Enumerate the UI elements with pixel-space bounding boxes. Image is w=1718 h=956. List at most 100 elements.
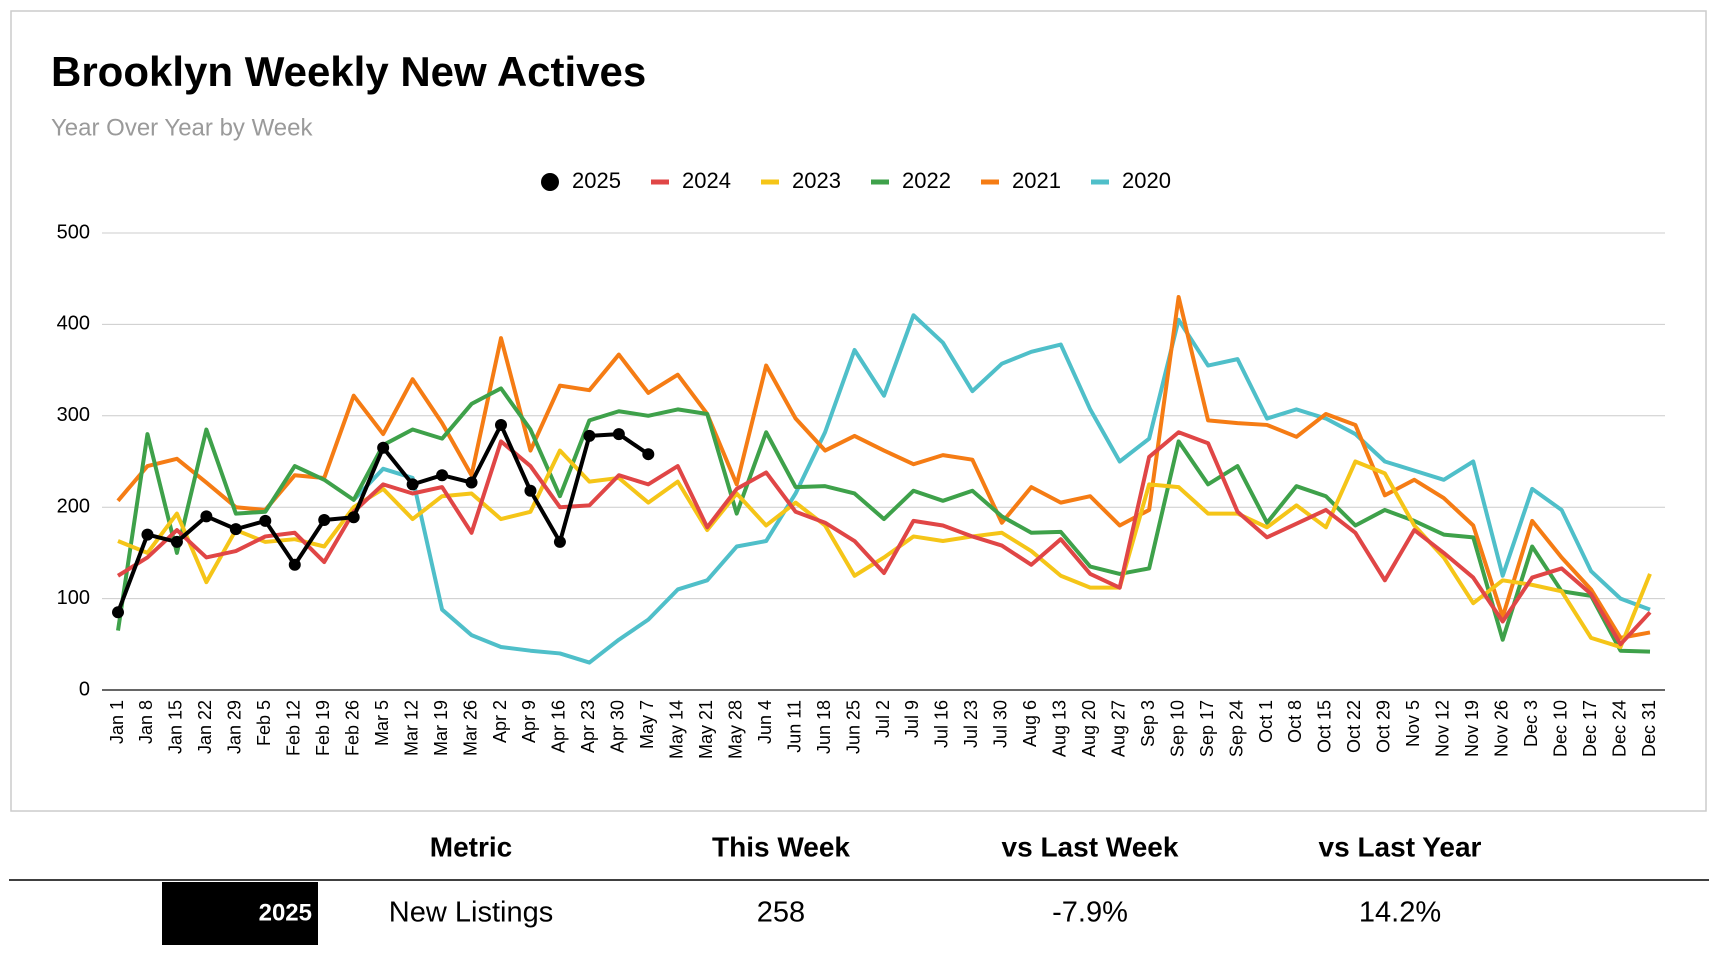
legend-label: 2024 [682,168,731,193]
x-tick-label: May 21 [696,700,716,759]
table-cell: New Listings [389,897,553,929]
table: Metric This Week vs Last Week vs Last Year 2… [162,831,1482,945]
x-tick-label: Aug 13 [1050,700,1070,757]
x-tick-label: Dec 3 [1521,700,1541,747]
x-tick-label: Apr 30 [608,700,628,753]
x-tick-label: Aug 27 [1108,700,1128,757]
x-tick-label: Jul 30 [991,700,1011,748]
x-tick-label: Jan 29 [225,700,245,754]
x-tick-label: Dec 17 [1580,700,1600,757]
legend-label: 2022 [902,168,951,193]
data-point [524,484,537,497]
table-header: Metric [430,831,512,862]
x-tick-label: Jan 15 [166,700,186,754]
x-tick-label: Apr 2 [490,700,510,743]
data-point [583,429,596,442]
series-line [352,313,1651,665]
x-tick-label: Aug 20 [1079,700,1099,757]
data-point [318,513,331,526]
x-tick-label: Jul 9 [902,700,922,738]
x-tick-label: Sep 3 [1138,700,1158,747]
x-tick-label: Jul 16 [932,700,952,748]
x-tick-label: Feb 19 [313,700,333,756]
y-tick-label: 400 [57,313,90,335]
x-tick-label: Dec 31 [1639,700,1659,757]
data-point [347,511,360,524]
chart-title: Brooklyn Weekly New Actives [51,48,646,95]
x-tick-label: Dec 24 [1609,700,1629,757]
x-tick-label: May 7 [637,700,657,749]
table-cell: -7.9% [1052,897,1128,929]
legend-label: 2025 [572,168,621,193]
x-tick-label: Oct 1 [1256,700,1276,743]
x-tick-label: Jun 25 [843,700,863,754]
data-point [170,535,183,548]
data-point [612,428,625,441]
row-badge-label: 2025 [259,899,312,926]
legend: 2025 2024 2023 2022 2021 2020 [541,168,1171,193]
data-point [288,558,301,571]
x-tick-label: Jul 2 [873,700,893,738]
x-tick-label: Oct 29 [1374,700,1394,753]
table-header: vs Last Year [1319,831,1482,862]
data-point [465,476,478,489]
table-cell: 258 [757,897,805,929]
x-tick-label: Oct 15 [1315,700,1335,753]
x-tick-label: Mar 26 [460,700,480,756]
x-tick-label: Mar 12 [401,700,421,756]
data-point [259,514,272,527]
plot-area: 0 100 200 300 400 500 Jan 1 Jan 8 Jan 15 Jan 22 Ja… [57,221,1665,759]
data-point [229,523,242,536]
x-tick-label: Jun 18 [814,700,834,754]
x-tick-label: Oct 8 [1285,700,1305,743]
data-point [436,469,449,482]
x-tick-label: Jun 4 [755,700,775,744]
x-tick-label: Jun 11 [784,700,804,753]
x-tick-label: Nov 19 [1462,700,1482,757]
x-tick-label: Sep 10 [1167,700,1187,757]
x-tick-label: Nov 5 [1403,700,1423,747]
x-tick-label: Mar 5 [372,700,392,746]
x-tick-label: May 14 [667,700,687,759]
x-tick-label: Jul 23 [961,700,981,748]
x-tick-label: Feb 12 [284,700,304,756]
x-tick-label: Apr 23 [578,700,598,753]
row-badge [162,882,318,945]
x-tick-label: Mar 19 [431,700,451,756]
y-tick-label: 300 [57,404,90,426]
x-tick-label: Jan 1 [107,700,127,744]
table-header: This Week [712,831,850,862]
chart-subtitle: Year Over Year by Week [51,114,313,141]
data-point [553,535,566,548]
data-point [112,606,124,619]
x-tick-label: Apr 9 [519,700,539,743]
x-tick-label: Aug 6 [1020,700,1040,747]
legend-marker [541,173,559,191]
y-tick-label: 200 [57,495,90,517]
data-point [377,441,390,454]
chart-frame [10,10,1707,812]
data-point [495,418,507,431]
x-tick-label: Nov 26 [1491,700,1511,757]
table-cell: 14.2% [1359,897,1441,929]
data-point [406,478,419,491]
y-tick-label: 100 [57,587,90,609]
data-point [642,448,655,461]
x-tick-label: Sep 24 [1226,700,1246,757]
x-tick-label: Sep 17 [1197,700,1217,757]
legend-label: 2020 [1122,168,1171,193]
legend-label: 2023 [792,168,841,193]
x-tick-label: Jan 8 [136,700,156,744]
series-line [116,430,1652,647]
x-tick-label: Apr 16 [549,700,569,753]
data-point [200,510,213,523]
y-tick-label: 0 [79,678,90,700]
x-tick-label: Dec 10 [1550,700,1570,757]
table-header: vs Last Week [1002,831,1179,862]
x-tick-label: Feb 5 [254,700,274,746]
x-tick-label: May 28 [725,700,745,759]
legend-label: 2021 [1012,168,1061,193]
x-tick-label: Jan 22 [195,700,215,754]
data-point [141,528,154,541]
